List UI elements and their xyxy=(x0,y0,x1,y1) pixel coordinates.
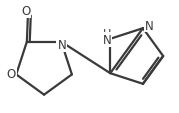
Text: O: O xyxy=(21,5,30,18)
Text: N: N xyxy=(103,34,112,47)
Text: H: H xyxy=(103,28,111,38)
Text: N: N xyxy=(57,39,66,52)
Text: O: O xyxy=(6,68,16,81)
Text: N: N xyxy=(145,19,154,32)
